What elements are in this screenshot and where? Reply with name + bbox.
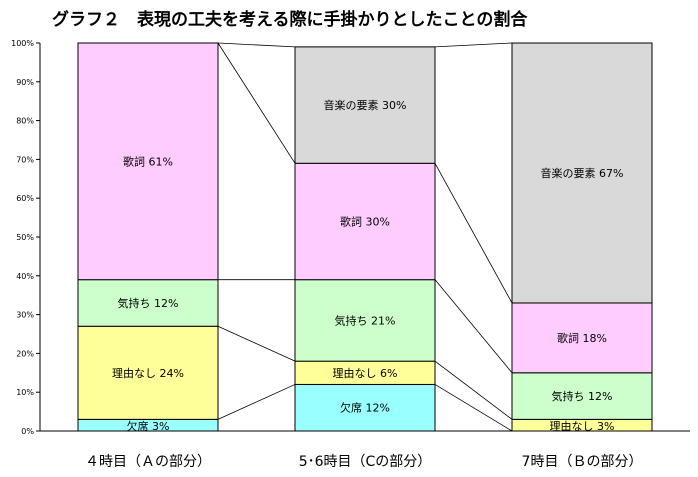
data-label: 音楽の要素 30% xyxy=(324,98,407,112)
y-tick-label: 20% xyxy=(16,349,34,358)
y-tick-label: 10% xyxy=(16,388,34,397)
data-label: 歌詞 61% xyxy=(123,154,173,168)
series-line xyxy=(434,42,513,48)
data-label: 欠席 12% xyxy=(340,401,390,415)
data-label: 歌詞 30% xyxy=(340,214,390,228)
y-tick-label: 80% xyxy=(16,117,34,126)
x-axis-labels: ４時目（Ａの部分） 5･6時目（Cの部分） 7時目（Ｂの部分） xyxy=(85,454,642,470)
data-label: 気持ち 21% xyxy=(335,313,396,327)
y-tick-label: 40% xyxy=(16,272,34,281)
series-line xyxy=(217,42,296,48)
chart-title: グラフ２ 表現の工夫を考える際に手掛かりとしたことの割合 xyxy=(52,10,528,30)
bar-segment xyxy=(294,279,436,362)
series-line xyxy=(434,163,513,304)
bars-group xyxy=(77,42,653,432)
bar-segment xyxy=(511,302,653,374)
series-line xyxy=(217,42,296,164)
y-tick-label: 30% xyxy=(16,311,34,320)
bar-segment xyxy=(77,42,219,281)
y-tick-label: 90% xyxy=(16,78,34,87)
x-category-label: 7時目（Ｂの部分） xyxy=(522,454,643,470)
bar-segment xyxy=(511,42,653,304)
data-label: 欠席 3% xyxy=(127,419,170,433)
series-lines xyxy=(217,42,513,432)
y-tick-label: 0% xyxy=(21,427,34,436)
series-line xyxy=(217,384,296,420)
y-tick-label: 50% xyxy=(16,233,34,242)
data-label: 理由なし 3% xyxy=(550,419,615,433)
y-tick-label: 70% xyxy=(16,155,34,164)
series-line xyxy=(434,384,513,432)
x-category-label: 5･6時目（Cの部分） xyxy=(299,454,432,470)
y-tick-label: 100% xyxy=(11,39,34,48)
bar-segment xyxy=(294,383,436,432)
series-line xyxy=(217,325,296,362)
bar-segment xyxy=(294,162,436,281)
data-label: 気持ち 12% xyxy=(118,296,179,310)
data-label: 歌詞 18% xyxy=(557,331,607,345)
data-label: 理由なし 24% xyxy=(112,366,184,380)
series-line xyxy=(434,360,513,420)
data-label: 音楽の要素 67% xyxy=(541,166,624,180)
series-line xyxy=(434,279,513,374)
bar-segment xyxy=(77,325,219,420)
y-tick-label: 60% xyxy=(16,194,34,203)
data-labels: 欠席 3% 欠席 12% 理由なし 24% 理由なし 6% 理由なし 3% 気持ち 12%… xyxy=(112,98,623,433)
bar-segment xyxy=(77,279,219,327)
data-label: 気持ち 12% xyxy=(552,389,613,403)
x-category-label: ４時目（Ａの部分） xyxy=(85,454,211,470)
data-label: 理由なし 6% xyxy=(333,366,398,380)
bar-segment xyxy=(294,46,436,164)
